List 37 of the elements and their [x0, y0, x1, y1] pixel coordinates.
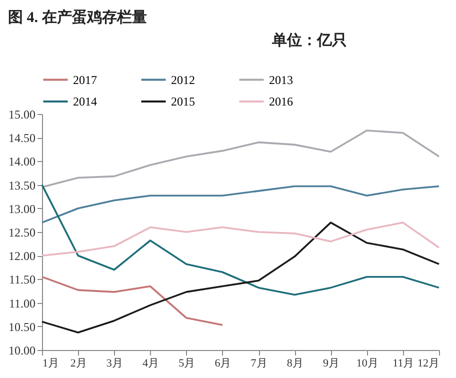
y-tick-label: 11.00: [8, 296, 36, 310]
x-tick-label: 2月: [70, 358, 87, 370]
x-tick-label: 5月: [178, 358, 196, 370]
y-tick-label: 12.50: [8, 226, 36, 240]
chart-subtitle: 单位：亿只: [271, 32, 347, 49]
legend-label: 2016: [269, 94, 293, 108]
line-series: [41, 184, 440, 296]
y-tick-label: 14.00: [8, 154, 36, 169]
legend-label: 2012: [171, 72, 195, 87]
legend-label: 2013: [269, 72, 293, 87]
legend-label: 2015: [171, 94, 195, 108]
x-tick-label: 6月: [214, 358, 232, 370]
x-tick-label: 9月: [322, 358, 340, 370]
line-series: [41, 185, 440, 224]
x-tick-label: 8月: [286, 358, 304, 370]
x-tick-label: 12月: [418, 358, 440, 370]
chart-title: 图 4. 在产蛋鸡存栏量: [8, 9, 147, 26]
y-tick-label: 10.50: [8, 320, 36, 334]
x-tick-label: 4月: [142, 358, 160, 370]
y-tick-label: 12.00: [8, 249, 36, 264]
line-series: [41, 130, 440, 188]
y-tick-label: 15.00: [8, 108, 36, 122]
y-tick-label: 14.50: [8, 131, 36, 146]
legend-label: 2014: [73, 94, 97, 108]
x-tick-label: 11月: [392, 358, 414, 370]
legend-label: 2017: [73, 72, 97, 87]
x-tick-label: 1月: [42, 358, 59, 370]
line-series: [41, 222, 440, 334]
y-tick-label: 11.50: [8, 272, 36, 287]
x-tick-label: 7月: [250, 358, 268, 370]
line-series: [41, 276, 224, 326]
y-tick-label: 10.00: [8, 344, 36, 358]
y-tick-label: 13.00: [8, 202, 36, 216]
x-tick-label: 3月: [106, 358, 123, 370]
line-series: [41, 222, 440, 256]
y-tick-label: 13.50: [8, 178, 36, 192]
x-tick-label: 10月: [356, 358, 378, 370]
